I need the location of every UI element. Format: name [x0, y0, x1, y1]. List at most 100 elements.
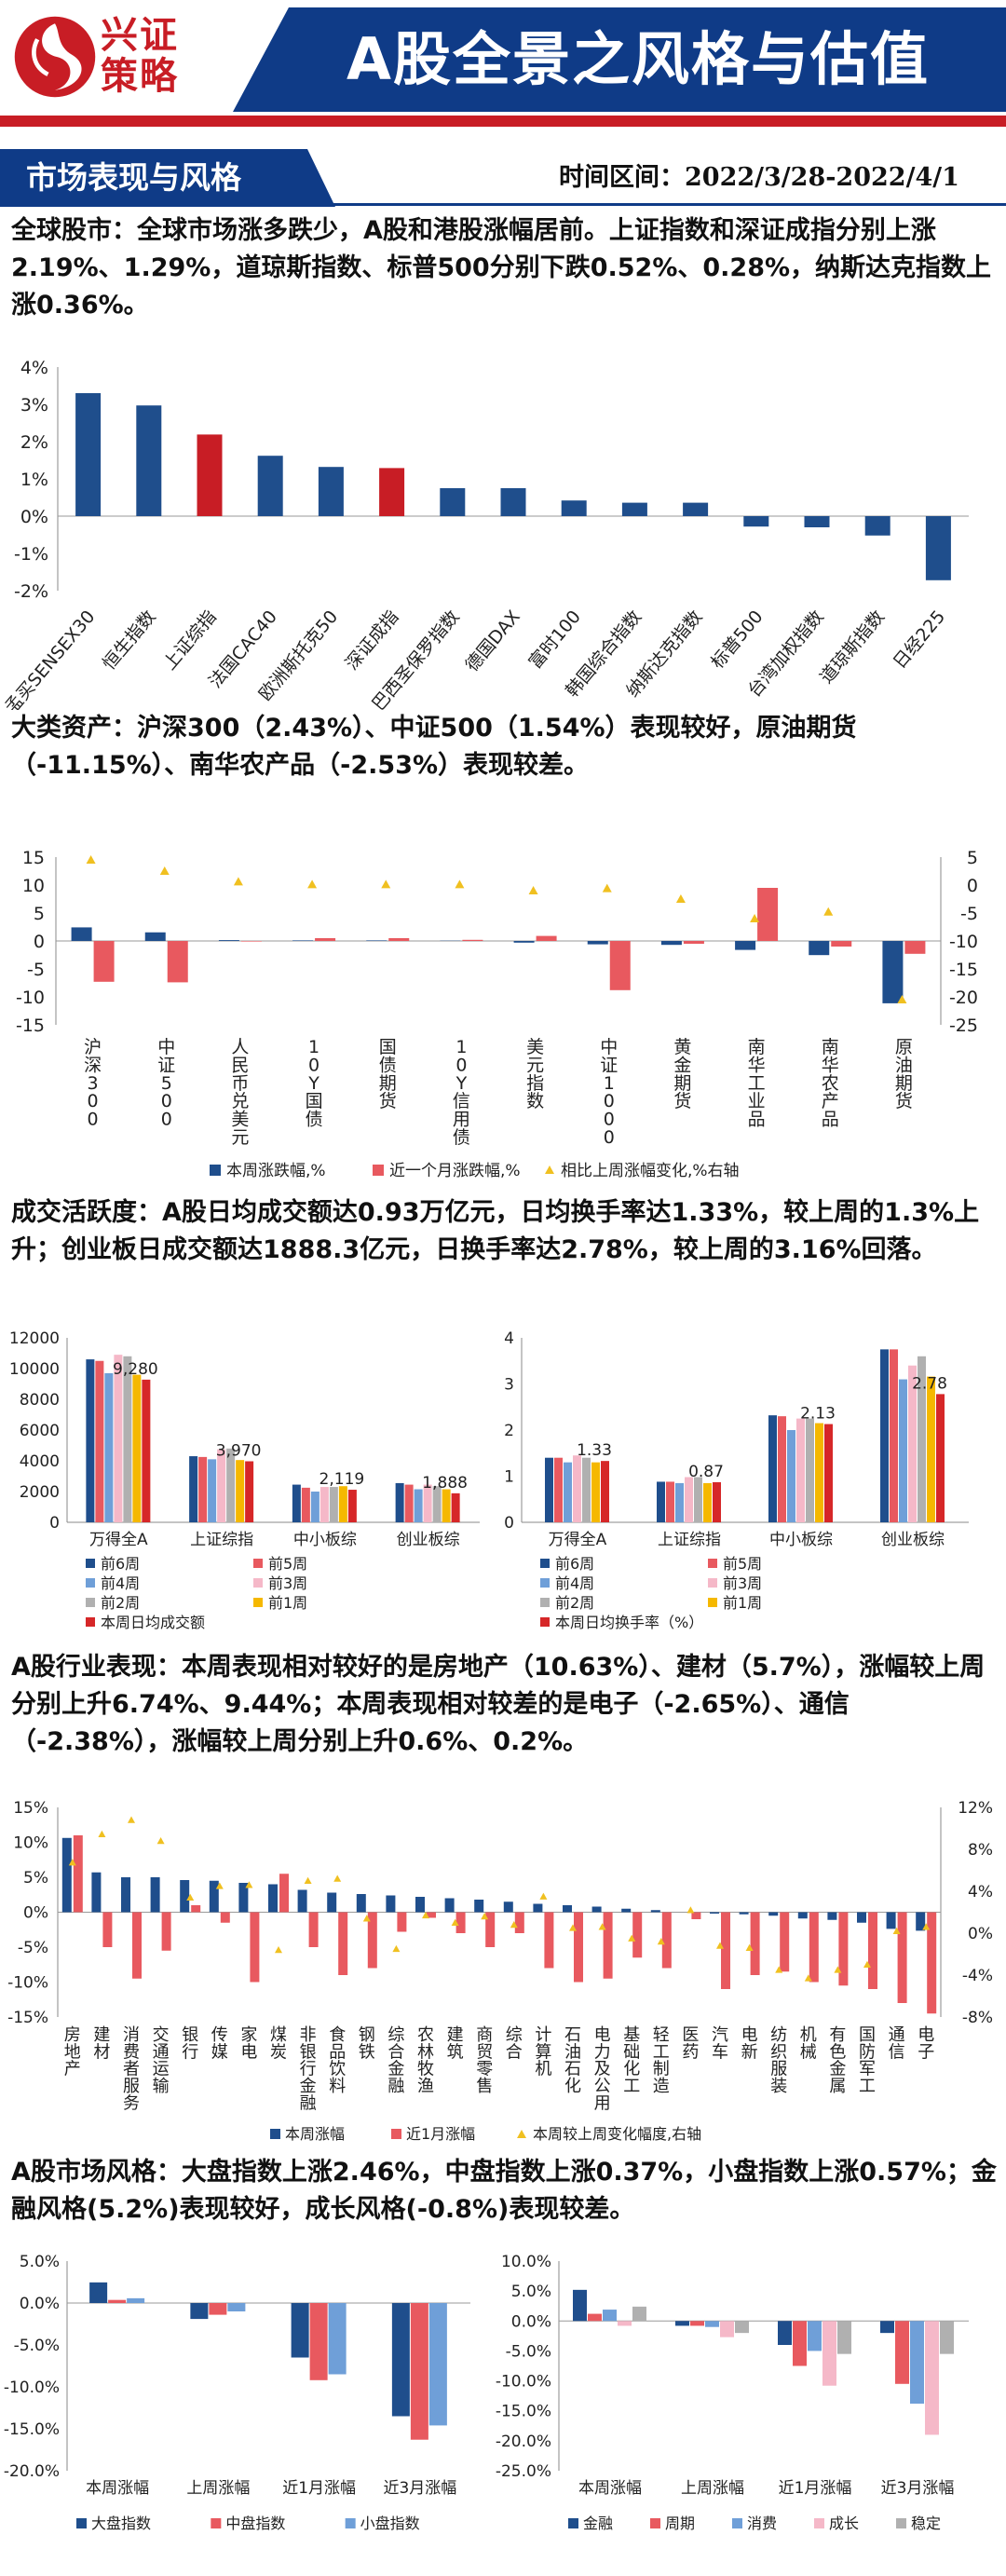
- rate-bar: [824, 1424, 833, 1522]
- amount-legend-label: 前2周: [101, 1594, 140, 1612]
- amount-legend-swatch: [253, 1578, 263, 1588]
- bar-weekly: [218, 940, 239, 941]
- rate-bar: [564, 1462, 572, 1522]
- rate-bar: [554, 1457, 563, 1522]
- x-tick-label: 恒生指数: [99, 607, 160, 674]
- amount-bar: [86, 1359, 95, 1522]
- bar-weekly: [882, 941, 904, 1003]
- sector-bar: [720, 2321, 734, 2337]
- title-band: [233, 7, 1006, 112]
- amount-legend-swatch: [86, 1617, 95, 1627]
- marker-change: [569, 1924, 577, 1931]
- x-tick-label: 原油期货: [895, 1037, 913, 1111]
- turnover-summary: 成交活跃度：A股日均成交额达0.93万亿元，日均换手率达1.33%，较上周的1.…: [11, 1198, 980, 1264]
- sector-x-tick-label: 近3月涨幅: [881, 2479, 955, 2498]
- rate-legend-swatch: [708, 1559, 717, 1568]
- x-tick-label: 人民币兑美元: [231, 1037, 249, 1148]
- rate-bar: [694, 1477, 702, 1522]
- bar-weekly: [327, 1892, 337, 1913]
- bar-weekly: [444, 1898, 455, 1913]
- amount-bar: [404, 1484, 414, 1522]
- marker-change: [215, 1882, 224, 1889]
- amount-y-tick-label: 6000: [20, 1422, 60, 1440]
- marker-change: [804, 1974, 812, 1982]
- legend-swatch-weekly: [270, 2129, 280, 2139]
- bar-weekly: [533, 1903, 543, 1913]
- amount-y-tick-label: 8000: [20, 1391, 60, 1410]
- marker-change: [823, 906, 834, 916]
- size-bar: [227, 2303, 246, 2311]
- rate-bar: [768, 1415, 777, 1522]
- sector-bar: [910, 2321, 924, 2404]
- amount-bar: [338, 1486, 347, 1522]
- rate-bar: [675, 1482, 684, 1522]
- y-tick-label-left: -5%: [18, 1939, 48, 1957]
- size-bar: [428, 2303, 447, 2426]
- marker-change: [98, 1830, 106, 1837]
- sector-bar: [837, 2321, 851, 2354]
- marker-change: [455, 879, 465, 889]
- x-tick-label: 基础化工: [623, 2025, 640, 2096]
- bar-monthly: [632, 1912, 643, 1958]
- bar-monthly: [661, 1912, 672, 1969]
- sector-bar: [618, 2321, 632, 2326]
- rate-data-label: 2.78: [912, 1374, 947, 1393]
- rate-bar: [806, 1418, 814, 1522]
- bar-weekly: [180, 1880, 190, 1913]
- bar-weekly: [809, 941, 830, 956]
- marker-change: [333, 1874, 342, 1882]
- marker-change: [186, 1893, 195, 1901]
- rate-bar: [713, 1481, 721, 1522]
- sector-y-tick-label: -10.0%: [496, 2373, 551, 2392]
- legend-label-weekly: 本周涨跌幅,%: [226, 1162, 326, 1180]
- bar-monthly: [279, 1874, 289, 1913]
- bar-weekly: [366, 940, 387, 941]
- marker-change: [392, 1944, 401, 1953]
- amount-x-tick-label: 万得全A: [89, 1531, 148, 1549]
- marker-change: [598, 1923, 606, 1930]
- rate-data-label: 0.87: [688, 1463, 724, 1481]
- y-tick-label-left: -10: [16, 988, 45, 1008]
- size-x-tick-label: 本周涨幅: [86, 2479, 149, 2498]
- size-bar: [108, 2299, 127, 2303]
- y-tick-label-right: -25: [949, 1015, 978, 1036]
- sector-bar: [573, 2289, 587, 2322]
- y-tick-label-right: 0%: [968, 1925, 993, 1943]
- amount-bar: [395, 1482, 404, 1522]
- x-tick-label: 石油石化: [564, 2025, 581, 2096]
- rate-legend-label: 前6周: [555, 1555, 594, 1573]
- legend-swatch-monthly: [391, 2129, 401, 2139]
- sector-bar: [793, 2321, 807, 2366]
- size-legend-label: 大盘指数: [91, 2515, 151, 2532]
- rate-data-label: 2.13: [800, 1405, 836, 1424]
- bar-monthly: [809, 1912, 819, 1983]
- bar-weekly: [144, 932, 166, 941]
- legend-swatch-monthly: [373, 1165, 384, 1176]
- bar-monthly: [388, 938, 410, 941]
- rate-bar: [899, 1379, 907, 1522]
- bar-weekly: [209, 1880, 219, 1913]
- rate-legend-swatch: [708, 1598, 717, 1607]
- rate-bar: [685, 1477, 693, 1522]
- bar-weekly: [886, 1912, 896, 1929]
- bar-weekly: [71, 927, 92, 941]
- bar-monthly: [868, 1912, 877, 1989]
- sector-legend-swatch: [814, 2518, 824, 2528]
- marker-change: [86, 855, 96, 864]
- industry-summary: A股行业表现：本周表现相对较好的是房地产（10.63%）、建材（5.7%），涨幅…: [11, 1653, 986, 1756]
- y-tick-label-right: -4%: [962, 1967, 993, 1985]
- bar-monthly: [220, 1912, 230, 1923]
- bar-weekly: [591, 1906, 602, 1913]
- marker-change: [892, 1927, 901, 1934]
- bar-monthly: [691, 1912, 701, 1919]
- rate-bar: [815, 1423, 823, 1522]
- bar-monthly: [367, 1912, 377, 1969]
- amount-y-tick-label: 10000: [9, 1360, 60, 1379]
- rate-legend-swatch: [540, 1559, 550, 1568]
- bar-monthly: [315, 938, 336, 941]
- marker-change: [510, 1921, 518, 1929]
- size-bar: [309, 2303, 328, 2380]
- bar-monthly: [514, 1912, 524, 1933]
- x-tick-label: 南华农产品: [822, 1037, 839, 1130]
